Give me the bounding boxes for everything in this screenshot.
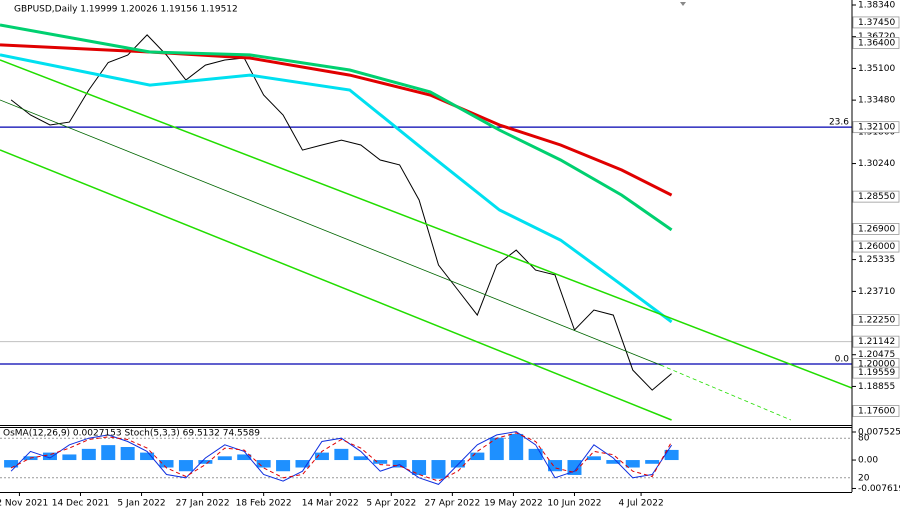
fibonacci-label: 23.6 xyxy=(829,118,849,128)
y-tick-label: 1.20475 xyxy=(858,350,895,360)
osma-bar xyxy=(62,454,77,461)
line-series xyxy=(0,99,661,366)
y-tick-label: 1.23710 xyxy=(858,287,895,297)
osma-bar xyxy=(412,460,427,475)
x-tick-label: 10 Jun 2022 xyxy=(547,499,601,509)
y-tick-label: 1.25335 xyxy=(858,255,895,265)
level-label: 1.32100 xyxy=(858,123,895,133)
level-label: 1.21142 xyxy=(858,337,895,347)
x-tick-label: 27 Apr 2022 xyxy=(425,499,481,509)
osma-bar xyxy=(237,454,252,461)
osma-bar xyxy=(606,460,621,464)
osma-bar xyxy=(392,460,407,468)
osma-bar xyxy=(42,452,57,461)
osma-bar xyxy=(334,448,349,461)
line-series xyxy=(0,149,672,421)
scroll-icon xyxy=(680,2,686,6)
x-tick-label: 22 Nov 2021 xyxy=(0,499,48,509)
y-tick-label: -0.0076194 xyxy=(858,484,900,494)
x-tick-label: 19 May 2022 xyxy=(484,499,543,509)
level-label: 1.26900 xyxy=(858,224,895,234)
osma-bar xyxy=(586,456,601,461)
line-series xyxy=(0,53,673,324)
level-box xyxy=(852,240,900,253)
osma-bar xyxy=(276,460,291,472)
y2-tick-label: 80 xyxy=(858,434,870,444)
x-tick-label: 5 Jan 2022 xyxy=(117,499,165,509)
x-tick-label: 5 Apr 2022 xyxy=(366,499,416,509)
osma-bar xyxy=(645,460,660,464)
osma-bar xyxy=(528,448,543,461)
level-label: 1.19559 xyxy=(858,368,895,378)
level-label: 1.28550 xyxy=(858,192,895,202)
level-label: 1.26000 xyxy=(858,242,895,252)
osma-bar xyxy=(431,460,446,479)
level-box xyxy=(852,121,900,134)
osma-bar xyxy=(450,460,465,468)
level-label: 1.37450 xyxy=(858,18,895,28)
osma-bar xyxy=(314,452,329,461)
fibonacci-label: 0.0 xyxy=(835,355,850,365)
line-series xyxy=(10,431,673,485)
x-tick-label: 27 Jan 2022 xyxy=(176,499,230,509)
osma-bar xyxy=(198,460,213,464)
osma-bar xyxy=(159,460,174,468)
y2-tick-label: 20 xyxy=(858,473,870,483)
osma-bar xyxy=(373,460,388,464)
price-pane xyxy=(0,23,852,421)
level-box xyxy=(852,335,900,348)
level-box xyxy=(852,223,900,235)
osma-bar xyxy=(140,452,155,461)
osma-bar xyxy=(120,447,135,461)
line-series xyxy=(0,59,852,389)
level-label: 1.22250 xyxy=(858,315,895,325)
oscillator-pane xyxy=(0,431,852,485)
osma-bar xyxy=(353,456,368,461)
line-series xyxy=(0,23,673,232)
level-label: 1.20000 xyxy=(858,360,895,370)
line-series xyxy=(10,34,672,391)
osma-bar xyxy=(101,445,116,461)
x-tick-label: 18 Feb 2022 xyxy=(236,499,292,509)
osma-bar xyxy=(470,452,485,461)
level-box xyxy=(852,366,900,379)
osma-bar xyxy=(217,456,232,461)
osma-bar xyxy=(4,460,19,468)
osma-bar xyxy=(489,437,504,461)
osma-bar xyxy=(81,448,96,461)
y-tick-label: 1.33480 xyxy=(858,96,895,106)
x-tick-label: 14 Dec 2021 xyxy=(52,499,110,509)
y-tick-label: 0.00 xyxy=(858,456,878,466)
osma-bar xyxy=(295,460,310,468)
indicator-title: OsMA(12,26,9) 0.0027153 Stoch(5,3,3) 69.… xyxy=(3,429,260,439)
osma-bar xyxy=(625,460,640,468)
osma-bar xyxy=(664,449,679,461)
y-tick-label: 0.0075256 xyxy=(858,427,900,437)
osma-bar xyxy=(548,460,563,472)
chart-title: GBPUSD,Daily 1.19999 1.20026 1.19156 1.1… xyxy=(14,5,238,15)
level-box xyxy=(852,190,900,203)
y-tick-label: 1.38340 xyxy=(858,0,895,10)
line-series xyxy=(660,364,792,421)
x-tick-label: 4 Jul 2022 xyxy=(618,499,663,509)
level-label: 1.36400 xyxy=(858,38,895,48)
line-series xyxy=(10,432,673,482)
osma-bar xyxy=(509,433,524,461)
x-tick-label: 14 Mar 2022 xyxy=(302,499,359,509)
osma-bar xyxy=(178,460,193,472)
y-tick-label: 1.30240 xyxy=(858,159,895,169)
level-box xyxy=(852,314,900,326)
osma-bar xyxy=(256,460,271,468)
level-label: 1.17600 xyxy=(858,407,895,417)
level-box xyxy=(852,37,900,49)
level-box xyxy=(852,16,900,29)
y-tick-label: 1.35100 xyxy=(858,64,895,74)
y-tick-label: 1.18855 xyxy=(858,382,895,392)
level-box xyxy=(852,405,900,417)
